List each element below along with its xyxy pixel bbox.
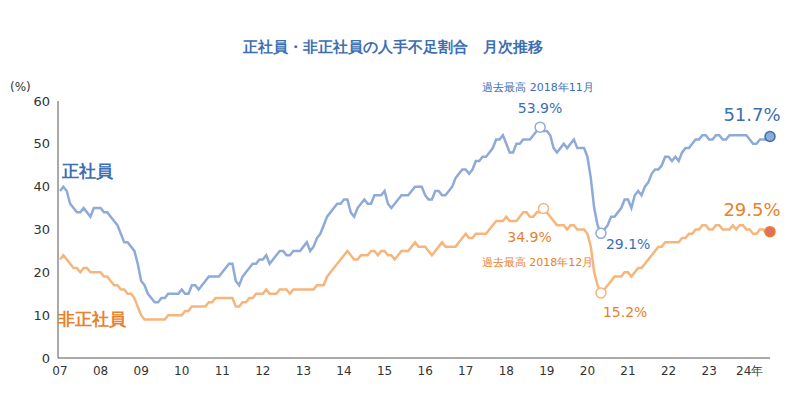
svg-text:16: 16: [418, 364, 433, 378]
svg-text:09: 09: [134, 364, 149, 378]
svg-text:29.1%: 29.1%: [606, 236, 650, 252]
svg-text:07: 07: [52, 364, 67, 378]
html-text:正社員: 正社員: [62, 161, 113, 181]
svg-text:53.9%: 53.9%: [518, 100, 562, 116]
svg-text:21: 21: [620, 364, 635, 378]
svg-text:12: 12: [255, 364, 270, 378]
svg-text:17: 17: [458, 364, 473, 378]
svg-text:40: 40: [33, 179, 50, 194]
svg-text:34.9%: 34.9%: [507, 229, 551, 245]
html-text:正社員・非正社員の人手不足割合 月次推移: 正社員・非正社員の人手不足割合 月次推移: [242, 38, 543, 56]
svg-text:15.2%: 15.2%: [603, 304, 647, 320]
html-text:非正社員: 非正社員: [58, 309, 126, 329]
svg-text:60: 60: [33, 94, 50, 109]
svg-text:30: 30: [33, 222, 50, 237]
svg-text:08: 08: [93, 364, 108, 378]
svg-text:14: 14: [336, 364, 351, 378]
svg-text:22: 22: [661, 364, 676, 378]
svg-text:20: 20: [580, 364, 595, 378]
svg-text:18: 18: [499, 364, 514, 378]
svg-text:24年: 24年: [736, 364, 763, 378]
svg-text:過去最高 2018年12月: 過去最高 2018年12月: [482, 256, 594, 269]
svg-text:13: 13: [296, 364, 311, 378]
svg-text:20: 20: [33, 265, 50, 280]
svg-text:0: 0: [42, 351, 50, 366]
svg-text:19: 19: [539, 364, 554, 378]
svg-text:29.5%: 29.5%: [723, 199, 780, 220]
svg-text:15: 15: [377, 364, 392, 378]
svg-text:10: 10: [174, 364, 189, 378]
svg-text:23: 23: [702, 364, 717, 378]
svg-text:10: 10: [33, 308, 50, 323]
svg-text:11: 11: [215, 364, 230, 378]
svg-text:過去最高 2018年11月: 過去最高 2018年11月: [482, 81, 594, 94]
svg-text:51.7%: 51.7%: [723, 104, 780, 125]
svg-text:50: 50: [33, 136, 50, 151]
